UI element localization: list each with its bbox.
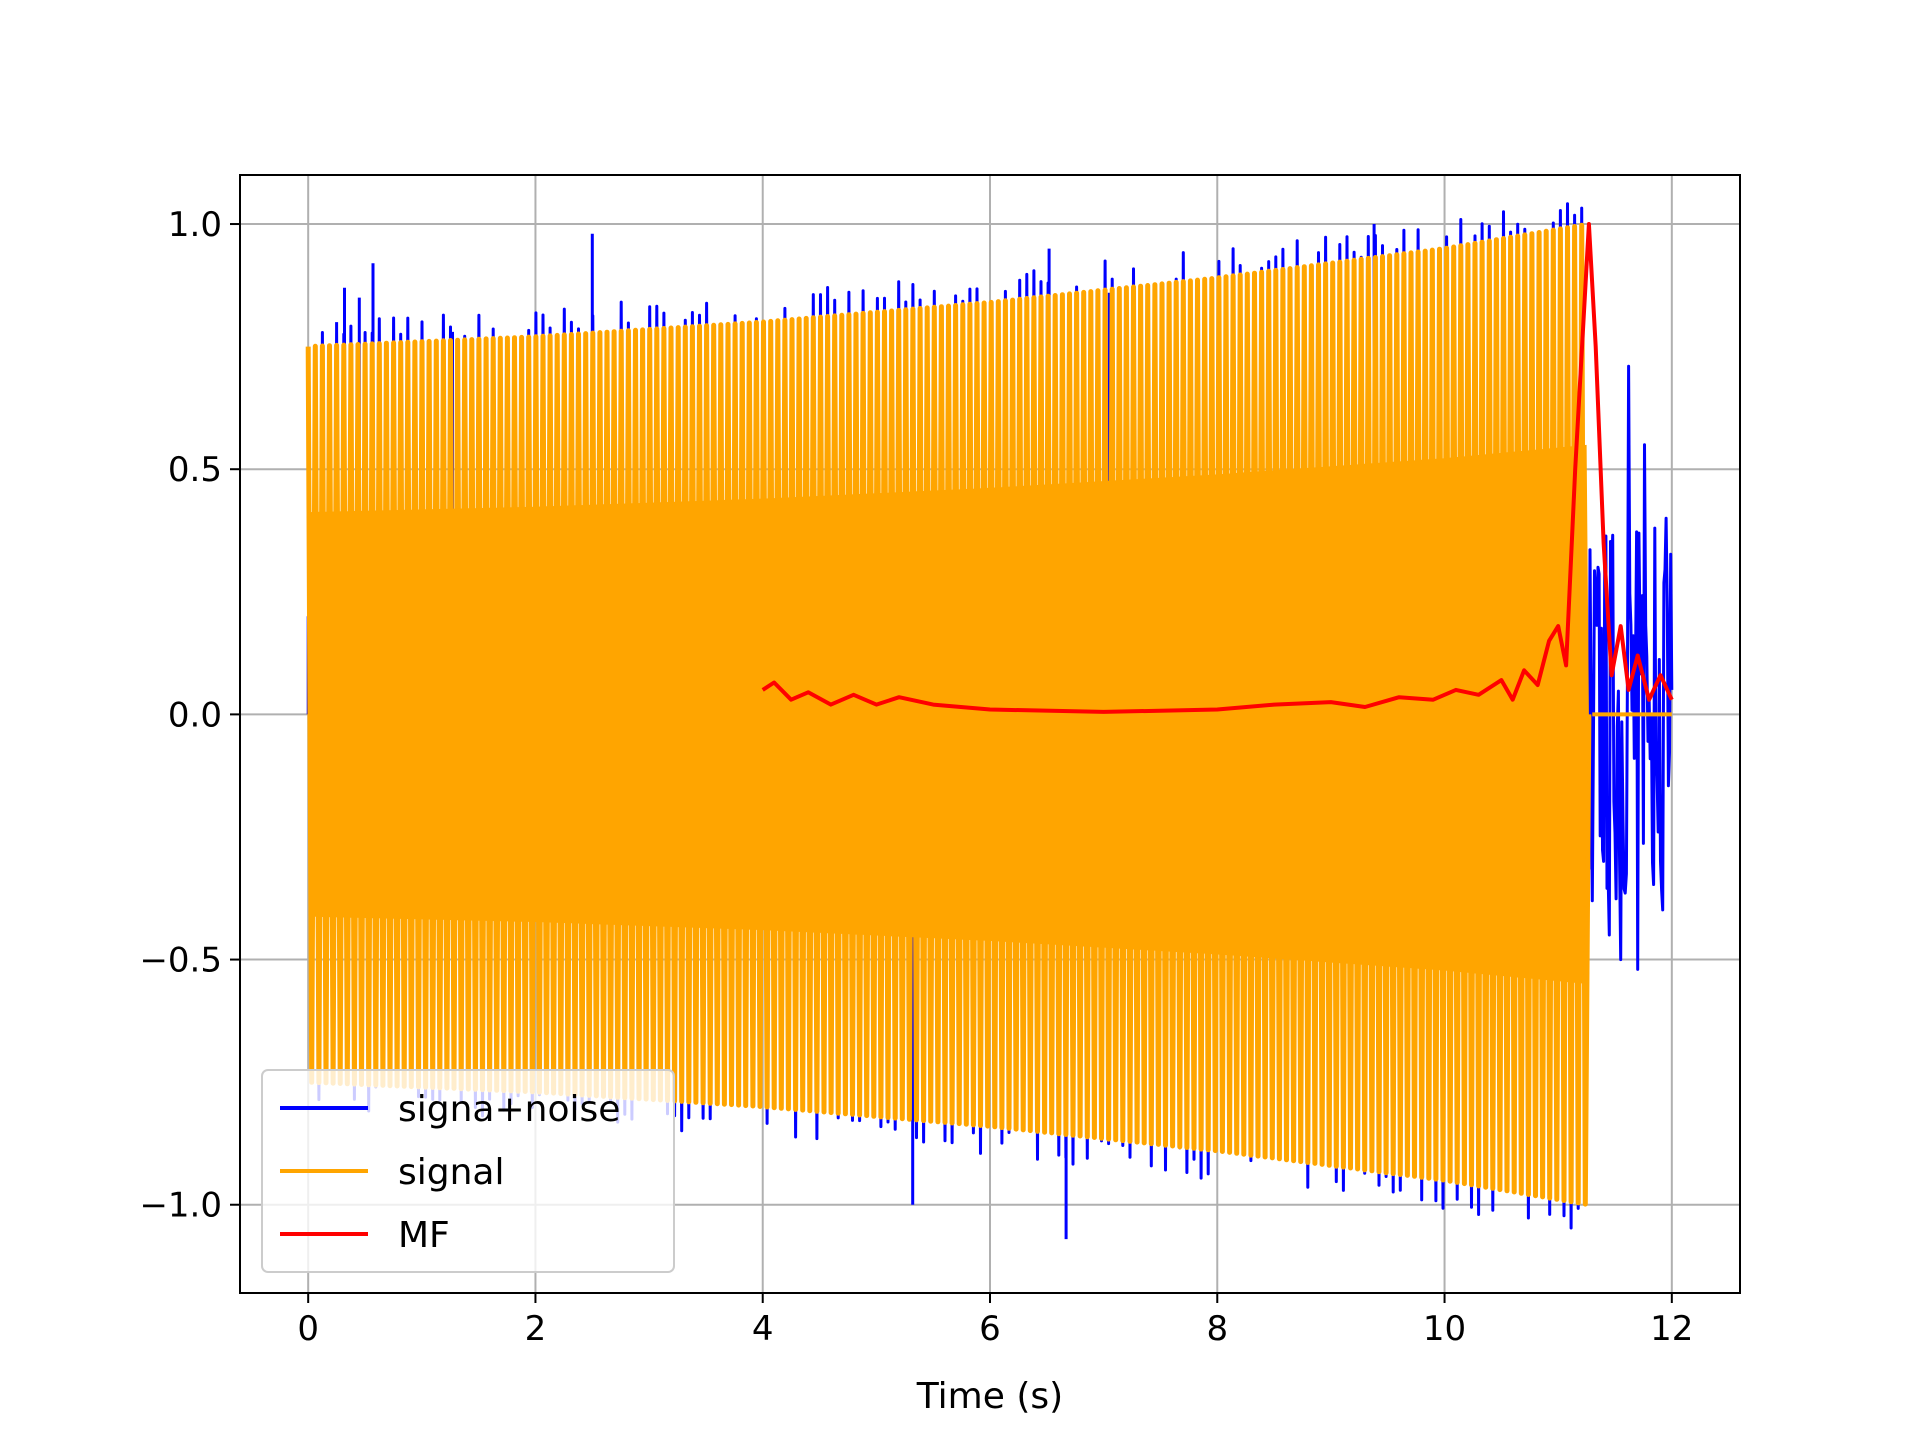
y-tick-label: 0.5 xyxy=(168,450,222,490)
x-tick-label: 10 xyxy=(1423,1309,1466,1349)
x-axis-label: Time (s) xyxy=(916,1376,1063,1417)
x-tick-label: 8 xyxy=(1206,1309,1228,1349)
y-tick-label: −1.0 xyxy=(139,1186,222,1226)
x-tick-label: 2 xyxy=(525,1309,547,1349)
plot-area xyxy=(305,202,1674,1240)
legend-label: signa+noise xyxy=(398,1089,620,1130)
y-axis: −1.0 −0.5 0.0 0.5 1.0 xyxy=(139,205,240,1226)
legend-label: MF xyxy=(398,1215,450,1256)
x-tick-label: 0 xyxy=(297,1309,319,1349)
legend-box xyxy=(261,1069,675,1273)
x-tick-label: 12 xyxy=(1650,1309,1693,1349)
legend-label: signal xyxy=(398,1152,505,1193)
series-signal-line xyxy=(305,222,1592,1207)
x-tick-label: 6 xyxy=(979,1309,1001,1349)
x-tick-label: 4 xyxy=(752,1309,774,1349)
y-tick-label: −0.5 xyxy=(139,941,222,981)
legend: signa+noise signal MF xyxy=(261,1069,675,1273)
x-axis: 0 2 4 6 8 10 12 xyxy=(297,1293,1693,1349)
series-signal-fill xyxy=(308,346,1589,984)
series-mf-line xyxy=(761,222,1674,714)
y-tick-label: 1.0 xyxy=(168,205,222,245)
y-tick-label: 0.0 xyxy=(168,695,222,735)
